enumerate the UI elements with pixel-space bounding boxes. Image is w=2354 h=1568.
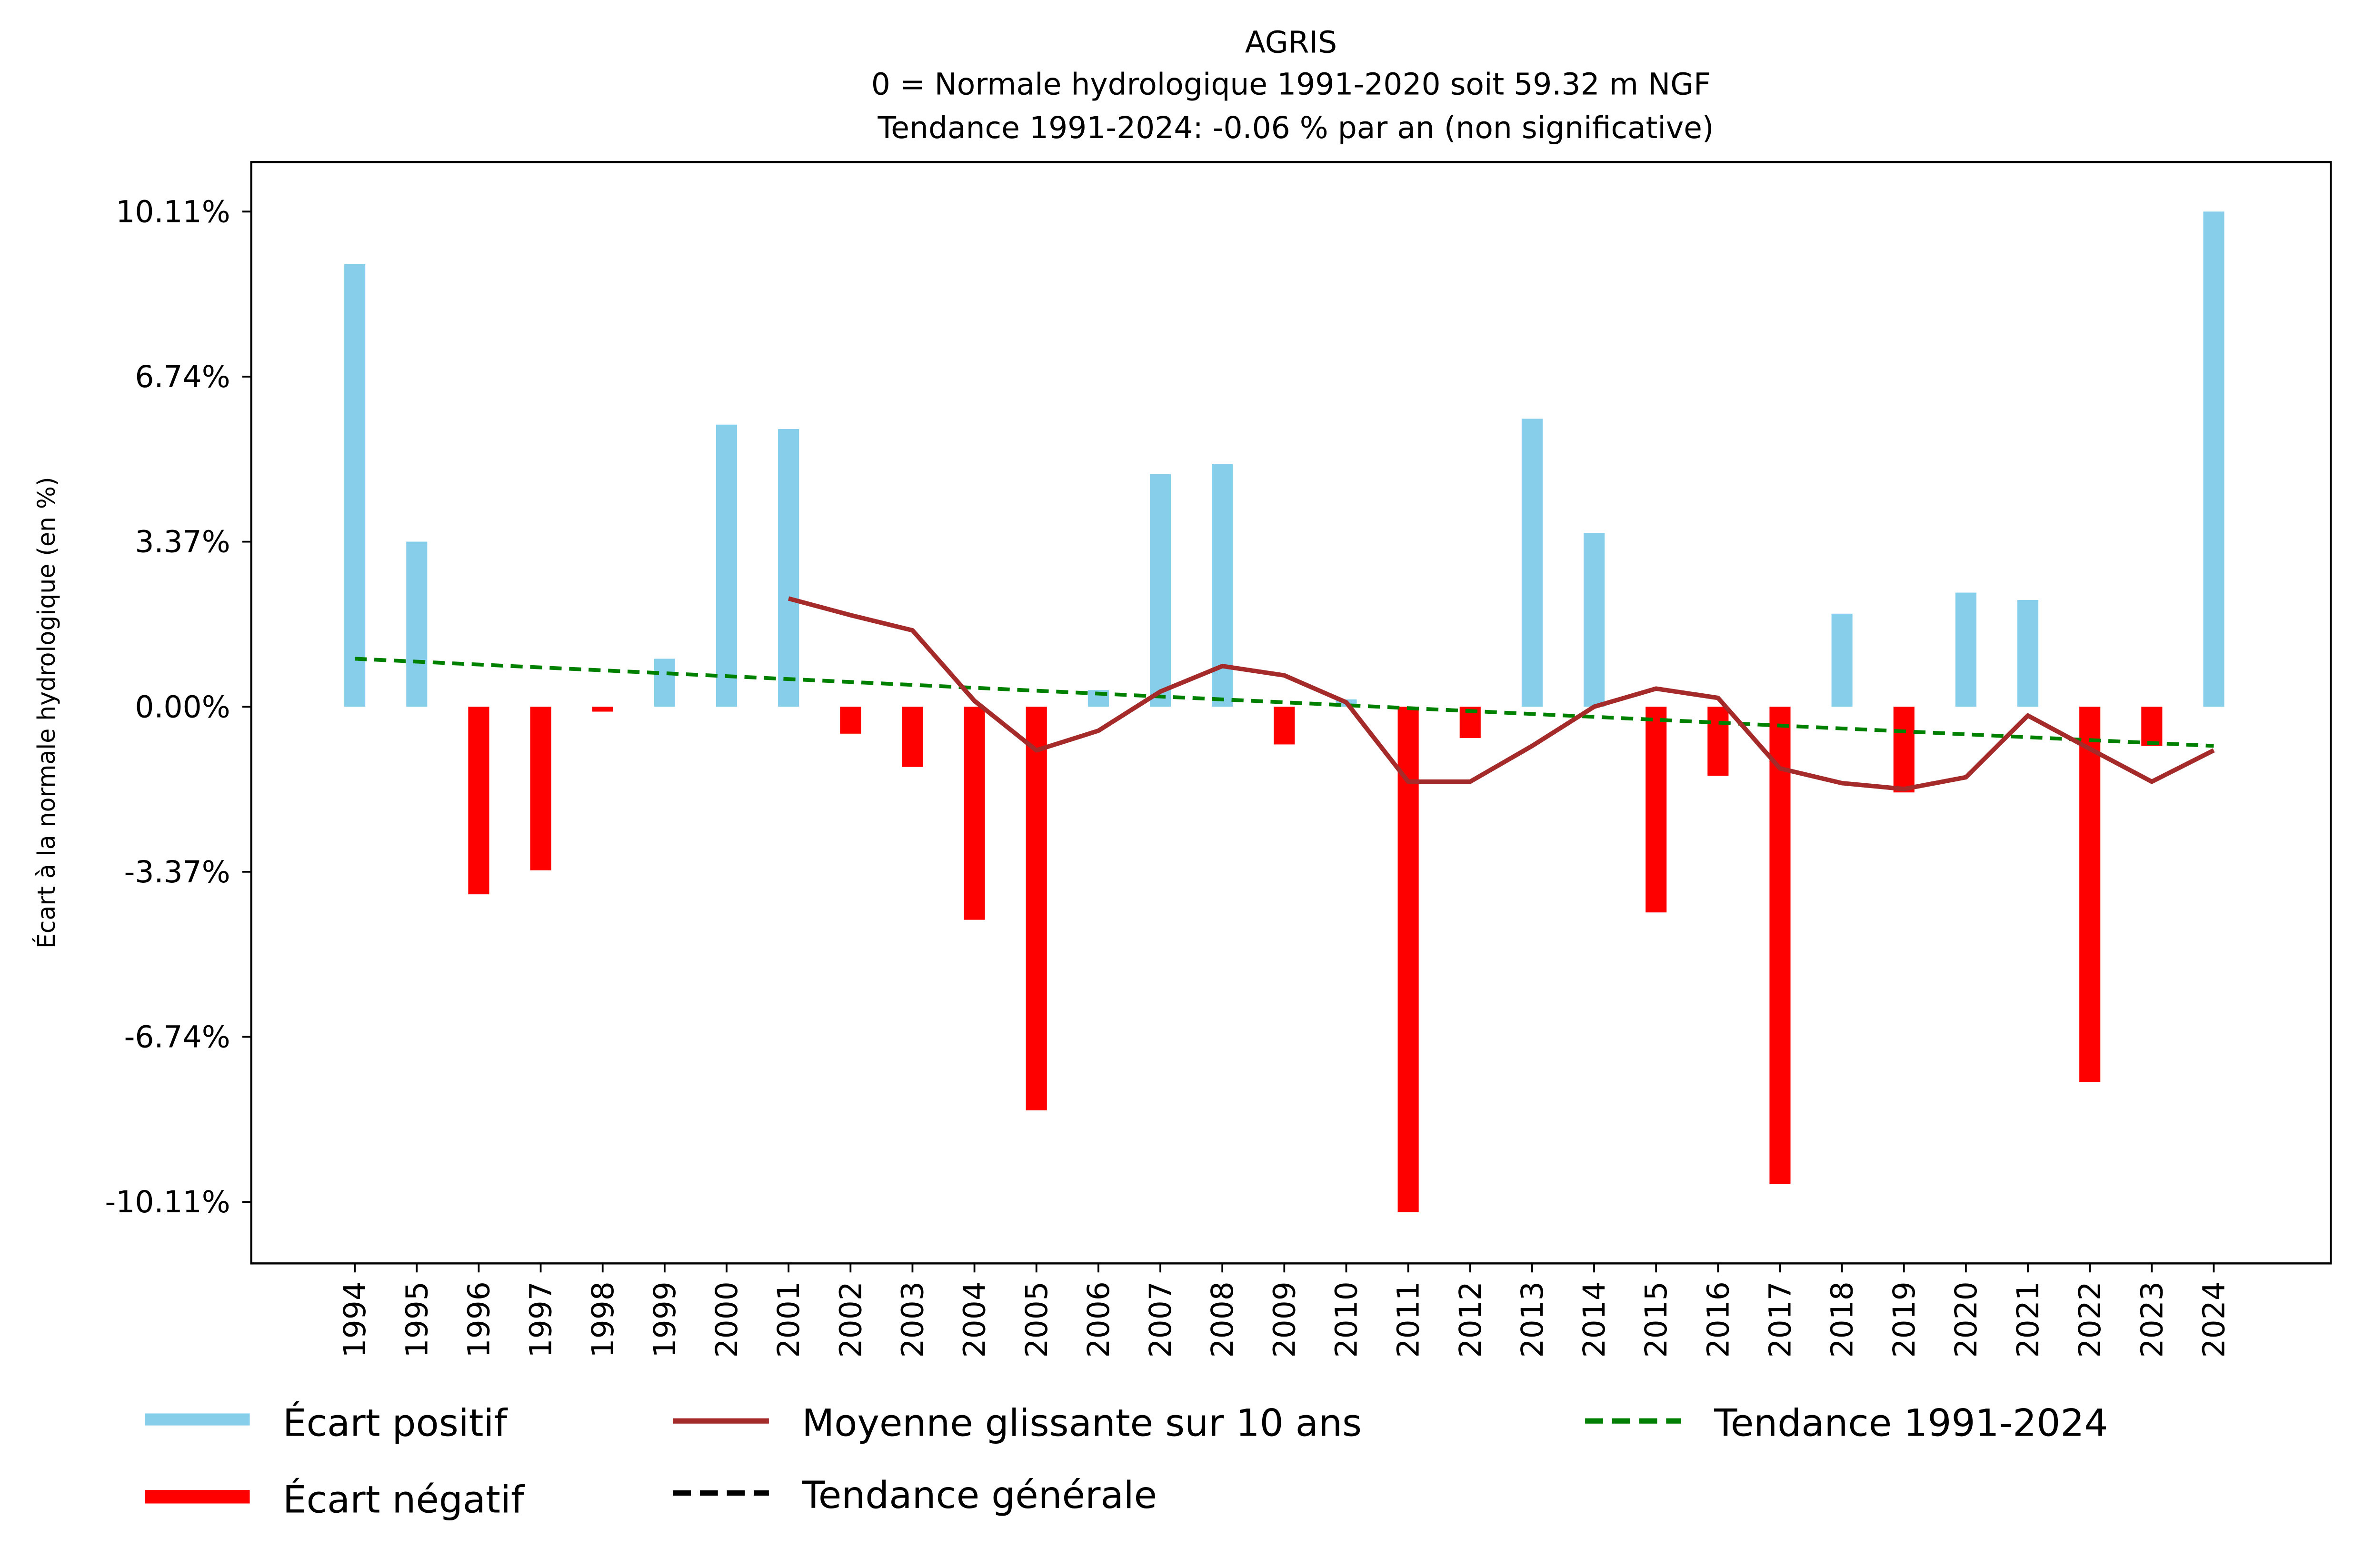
x-tick-label: 2023: [2135, 1281, 2169, 1358]
y-tick-label: 3.37%: [135, 525, 230, 559]
x-tick-label: 2012: [1453, 1281, 1488, 1358]
trend-line: [354, 657, 2214, 748]
bar-positive: [716, 424, 738, 707]
x-tick-label: 2007: [1143, 1281, 1178, 1358]
bar-positive: [778, 429, 799, 707]
legend-item-moving-average: Moyenne glissante sur 10 ans: [673, 1401, 1362, 1445]
bar-negative: [530, 707, 551, 870]
bar-negative: [1707, 707, 1729, 776]
y-axis: 10.11% 6.74% 3.37% 0.00% -3.37% -6.74% -10.11%: [105, 194, 251, 1219]
bar-negative: [468, 707, 489, 895]
x-tick-label: 2004: [958, 1281, 992, 1358]
legend-label-moving-average: Moyenne glissante sur 10 ans: [802, 1401, 1362, 1445]
x-tick-label: 2024: [2197, 1281, 2232, 1358]
y-tick-label: 10.11%: [116, 194, 230, 229]
y-tick-label: 0.00%: [135, 689, 230, 724]
x-tick-label: 2013: [1515, 1281, 1550, 1358]
x-tick-label: 2009: [1267, 1281, 1302, 1358]
y-tick-label: 6.74%: [135, 360, 230, 394]
x-tick-label: 2018: [1825, 1281, 1860, 1358]
legend-swatch-negative: [144, 1490, 250, 1504]
x-tick-label: 1996: [461, 1281, 496, 1358]
x-tick-label: 1994: [338, 1281, 372, 1358]
bar-negative: [2079, 707, 2101, 1082]
legend-label-positive: Écart positif: [283, 1401, 509, 1445]
bar-positive: [1831, 613, 1853, 707]
legend-item-positive: Écart positif: [144, 1401, 509, 1445]
bar-negative: [902, 707, 923, 767]
legend-label-trend: Tendance 1991-2024: [1714, 1401, 2108, 1445]
moving-average-group: [788, 596, 2215, 791]
bar-negative: [1646, 707, 1667, 913]
x-tick-label: 2019: [1887, 1281, 1922, 1358]
x-tick-label: 2014: [1577, 1281, 1612, 1358]
x-axis: 1994 1995 1996 1997 1998 1999 2000 2001 2002 2003…: [338, 1263, 2232, 1358]
x-tick-label: 2011: [1391, 1281, 1426, 1358]
x-tick-label: 2015: [1639, 1281, 1674, 1358]
x-tick-label: 1998: [586, 1281, 620, 1358]
legend-swatch-positive: [144, 1413, 250, 1426]
chart-subtitle-1: 0 = Normale hydrologique 1991-2020 soit …: [871, 67, 1711, 102]
bar-positive: [344, 264, 366, 707]
trend-group: [354, 657, 2214, 748]
x-tick-label: 2001: [771, 1281, 806, 1358]
bar-positive: [1149, 474, 1171, 707]
bar-negative: [1397, 707, 1419, 1212]
legend: Écart positif Écart négatif Moyenne glis…: [144, 1401, 2108, 1521]
bar-positive: [1521, 419, 1543, 707]
y-tick-label: -6.74%: [124, 1020, 230, 1055]
legend-item-negative: Écart négatif: [144, 1478, 525, 1521]
y-tick-label: -10.11%: [105, 1185, 230, 1219]
bar-positive: [654, 659, 675, 707]
x-tick-label: 2021: [2011, 1281, 2045, 1358]
bar-negative: [840, 707, 861, 734]
bar-positive: [2203, 211, 2224, 707]
bar-negative: [1274, 707, 1295, 745]
bar-negative: [1026, 707, 1047, 1110]
bar-negative: [592, 707, 613, 712]
x-tick-label: 2022: [2073, 1281, 2107, 1358]
legend-item-trend: Tendance 1991-2024: [1585, 1401, 2108, 1445]
x-tick-label: 1995: [399, 1281, 434, 1358]
y-tick-label: -3.37%: [124, 855, 230, 889]
bar-positive: [1955, 592, 1976, 707]
x-tick-label: 2003: [896, 1281, 930, 1358]
x-tick-label: 2016: [1701, 1281, 1736, 1358]
y-axis-label: Écart à la normale hydrologique (en %): [32, 477, 60, 949]
legend-label-negative: Écart négatif: [283, 1478, 525, 1521]
bars-group: [344, 211, 2224, 1212]
x-tick-label: 2008: [1205, 1281, 1240, 1358]
x-tick-label: 1997: [524, 1281, 559, 1358]
x-tick-label: 2006: [1081, 1281, 1116, 1358]
x-tick-label: 2000: [709, 1281, 744, 1358]
bar-negative: [1893, 707, 1915, 793]
bar-positive: [2017, 599, 2039, 707]
legend-label-general-trend: Tendance générale: [801, 1473, 1157, 1517]
plot-frame: [250, 161, 2332, 1265]
chart-subtitle-2: Tendance 1991-2024: -0.06 % par an (non …: [868, 110, 1714, 145]
x-tick-label: 2017: [1763, 1281, 1798, 1358]
x-tick-label: 2005: [1019, 1281, 1054, 1358]
bar-negative: [2141, 707, 2163, 746]
moving-average-line: [788, 596, 2215, 791]
bar-positive: [1583, 533, 1605, 707]
x-tick-label: 2002: [833, 1281, 868, 1358]
legend-item-general-trend: Tendance générale: [673, 1473, 1157, 1517]
x-tick-label: 2020: [1949, 1281, 1984, 1358]
x-tick-label: 1999: [648, 1281, 682, 1358]
chart-title: AGRIS: [1245, 25, 1337, 60]
bar-negative: [964, 707, 985, 920]
bar-negative: [1769, 707, 1791, 1184]
x-tick-label: 2010: [1329, 1281, 1364, 1358]
bar-positive: [406, 541, 428, 707]
